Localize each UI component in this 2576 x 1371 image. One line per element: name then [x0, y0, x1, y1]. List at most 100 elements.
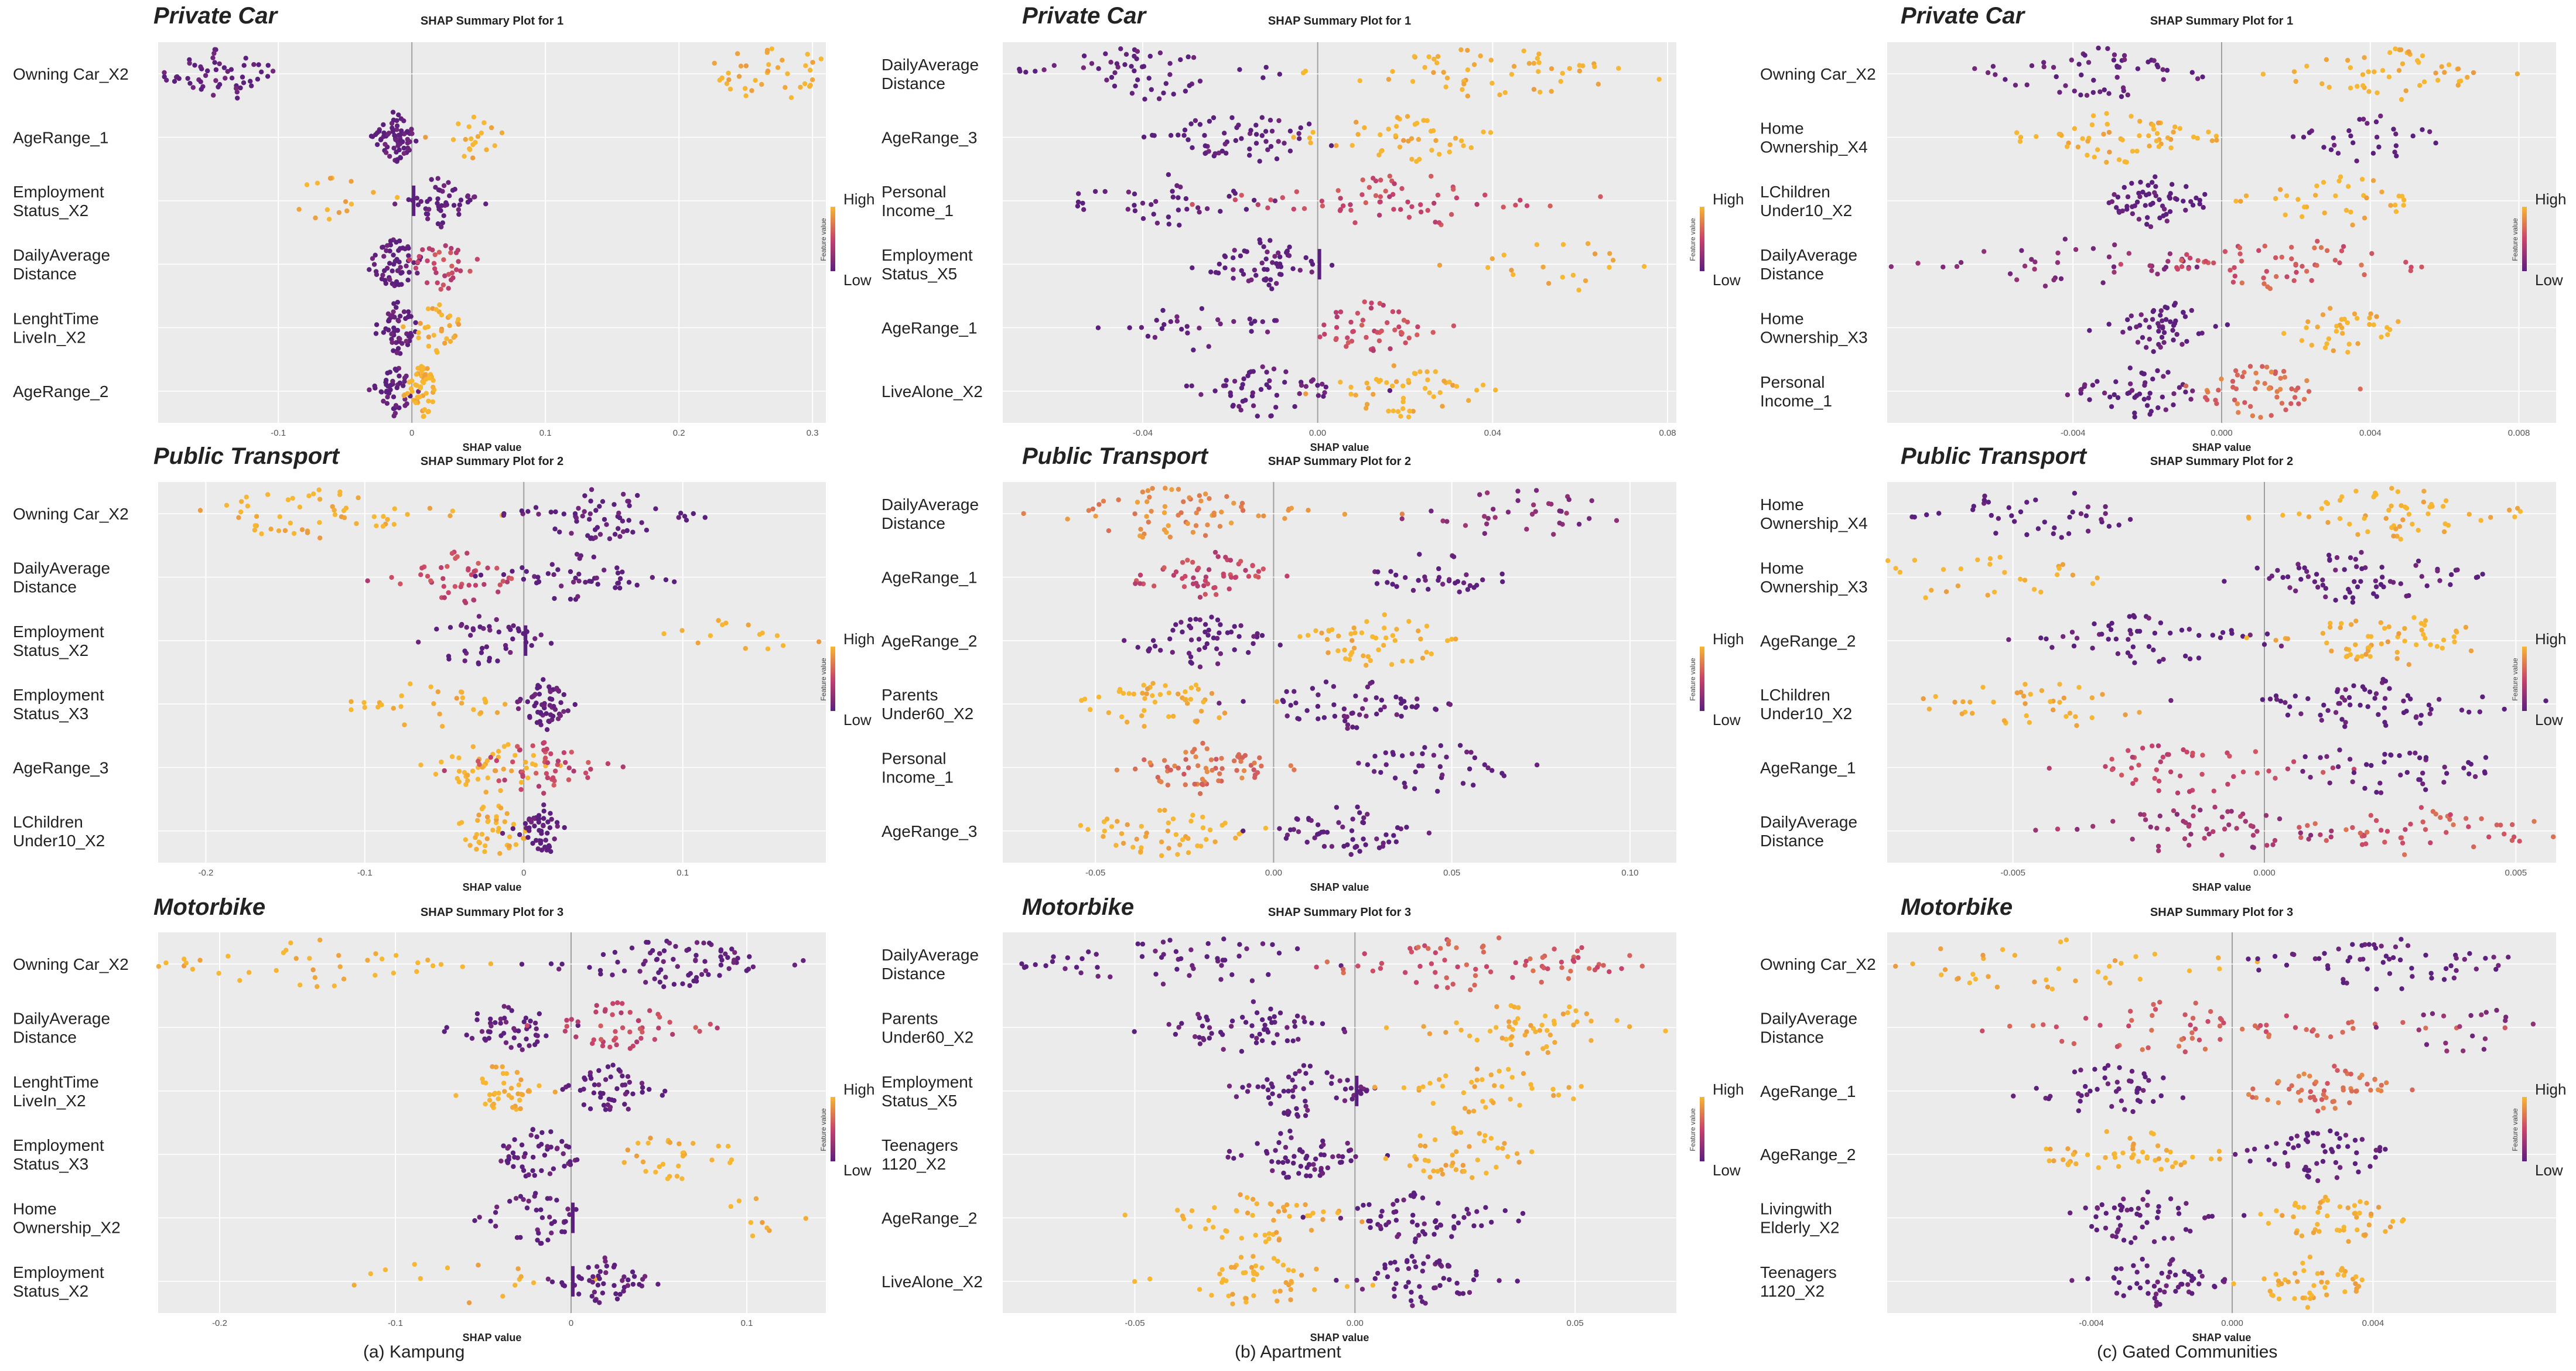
shap-point — [1457, 589, 1462, 594]
shap-point — [2320, 631, 2326, 636]
shap-point — [418, 1276, 423, 1281]
shap-point — [1209, 614, 1214, 620]
shap-point — [548, 961, 554, 966]
shap-point — [2285, 712, 2291, 718]
shap-point — [356, 495, 361, 501]
shap-point — [788, 95, 794, 100]
shap-point — [317, 535, 323, 541]
shap-point — [1265, 1077, 1270, 1082]
shap-point — [2168, 145, 2174, 151]
shap-point — [1147, 1276, 1153, 1281]
shap-point — [2150, 377, 2155, 382]
shap-point — [397, 373, 402, 379]
shap-point — [2348, 702, 2353, 707]
shap-point — [1474, 1037, 1480, 1043]
shap-point — [2312, 821, 2318, 826]
shap-point — [391, 117, 397, 123]
shap-point — [515, 1028, 521, 1034]
shap-point — [2382, 720, 2387, 725]
shap-point — [1502, 90, 1508, 95]
shap-point — [1460, 87, 1465, 93]
shap-point — [2090, 90, 2096, 95]
shap-point — [1195, 763, 1201, 768]
shap-point — [2332, 142, 2337, 148]
shap-point — [1360, 177, 1365, 183]
shap-point — [1560, 242, 1566, 247]
shap-point — [1447, 577, 1452, 582]
shap-point — [2285, 636, 2291, 641]
shap-point — [2543, 698, 2548, 703]
shap-point — [1200, 825, 1206, 830]
feature-label: DailyAverage — [1760, 813, 1857, 831]
shap-point — [2179, 627, 2185, 633]
shap-point — [2351, 767, 2357, 772]
shap-point — [1268, 197, 1273, 203]
shap-point — [1252, 775, 1258, 780]
shap-point — [1481, 949, 1487, 955]
shap-point — [2402, 638, 2407, 644]
shap-point — [716, 1143, 721, 1149]
feature-label: Parents — [882, 1010, 938, 1028]
feature-label: Status_X3 — [13, 705, 88, 723]
shap-point — [1529, 1086, 1535, 1091]
shap-point — [1211, 635, 1217, 641]
shap-point — [1166, 690, 1172, 696]
shap-point — [2226, 822, 2232, 828]
shap-point — [621, 1288, 626, 1294]
shap-point — [1234, 1094, 1239, 1099]
shap-point — [1405, 114, 1410, 119]
shap-point — [1185, 137, 1191, 142]
shap-point — [1211, 510, 1217, 516]
shap-point — [1585, 241, 1591, 247]
shap-point — [1277, 642, 1283, 648]
shap-point — [680, 981, 685, 987]
shap-point — [1188, 121, 1194, 126]
shap-point — [1353, 392, 1358, 398]
shap-point — [1287, 244, 1292, 249]
shap-point — [2161, 340, 2167, 345]
shap-point — [2395, 489, 2401, 494]
shap-point — [518, 1077, 524, 1083]
shap-point — [1560, 71, 1565, 76]
shap-point — [534, 1134, 539, 1140]
shap-point — [1109, 824, 1115, 829]
shap-point — [1221, 936, 1226, 942]
shap-point — [1439, 1263, 1444, 1269]
shap-point — [2419, 264, 2424, 270]
shap-point — [709, 1157, 715, 1163]
shap-point — [1127, 325, 1132, 330]
shap-point — [433, 270, 439, 275]
shap-point — [2138, 812, 2143, 817]
shap-point — [1172, 763, 1177, 769]
shap-point — [2113, 379, 2119, 384]
shap-point — [2263, 813, 2269, 818]
shap-point — [1259, 115, 1265, 120]
shap-point — [2106, 254, 2112, 259]
shap-point — [411, 260, 416, 265]
shap-point — [559, 1138, 565, 1144]
shap-point — [2130, 781, 2136, 787]
shap-point — [1960, 699, 1966, 705]
shap-point — [1376, 213, 1382, 218]
shap-point — [694, 940, 700, 945]
shap-point — [425, 258, 430, 264]
shap-point — [431, 701, 436, 706]
shap-point — [500, 1294, 505, 1299]
shap-point — [2266, 768, 2271, 774]
shap-point — [545, 830, 550, 836]
shap-point — [249, 83, 254, 88]
shap-point — [644, 939, 649, 945]
shap-point — [712, 60, 718, 66]
shap-point — [2398, 581, 2403, 586]
shap-point — [1283, 1144, 1289, 1150]
shap-point — [1231, 267, 1236, 272]
shap-point — [1926, 706, 1932, 712]
shap-point — [1989, 512, 1994, 518]
shap-point — [2293, 261, 2298, 267]
shap-point — [1301, 1086, 1306, 1092]
shap-point — [2335, 689, 2340, 695]
shap-point — [582, 493, 587, 498]
shap-point — [398, 138, 404, 143]
shap-point — [1444, 975, 1449, 980]
shap-point — [702, 515, 708, 520]
